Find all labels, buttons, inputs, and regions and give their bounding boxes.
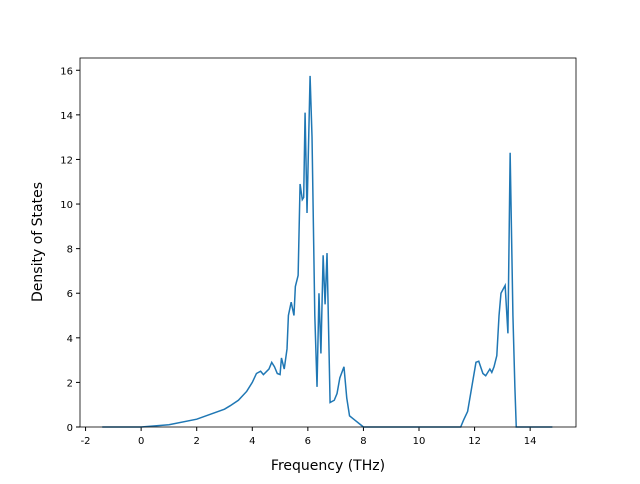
x-axis-label: Frequency (THz) (271, 458, 385, 474)
y-tick-label: 16 (60, 66, 73, 77)
plot-frame (79, 57, 577, 428)
line (102, 75, 553, 428)
x-tick-label: -2 (81, 436, 91, 447)
y-tick-label: 12 (60, 155, 73, 166)
y-tick-label: 6 (67, 289, 73, 300)
y-tick-label: 14 (60, 111, 73, 122)
y-axis-label: Density of States (30, 182, 46, 302)
x-tick-label: 14 (524, 436, 537, 447)
y-tick-label: 4 (67, 334, 73, 345)
x-tick-label: 4 (249, 436, 255, 447)
x-tick-label: 8 (360, 436, 366, 447)
y-tick-label: 10 (60, 200, 73, 211)
y-tick-label: 0 (67, 423, 73, 434)
y-tick-label: 8 (67, 245, 73, 256)
x-tick-label: 6 (305, 436, 311, 447)
x-tick-label: 2 (194, 436, 200, 447)
x-tick-label: 0 (138, 436, 144, 447)
y-tick-label: 2 (67, 378, 73, 389)
x-tick-label: 10 (413, 436, 426, 447)
x-tick-label: 12 (468, 436, 481, 447)
